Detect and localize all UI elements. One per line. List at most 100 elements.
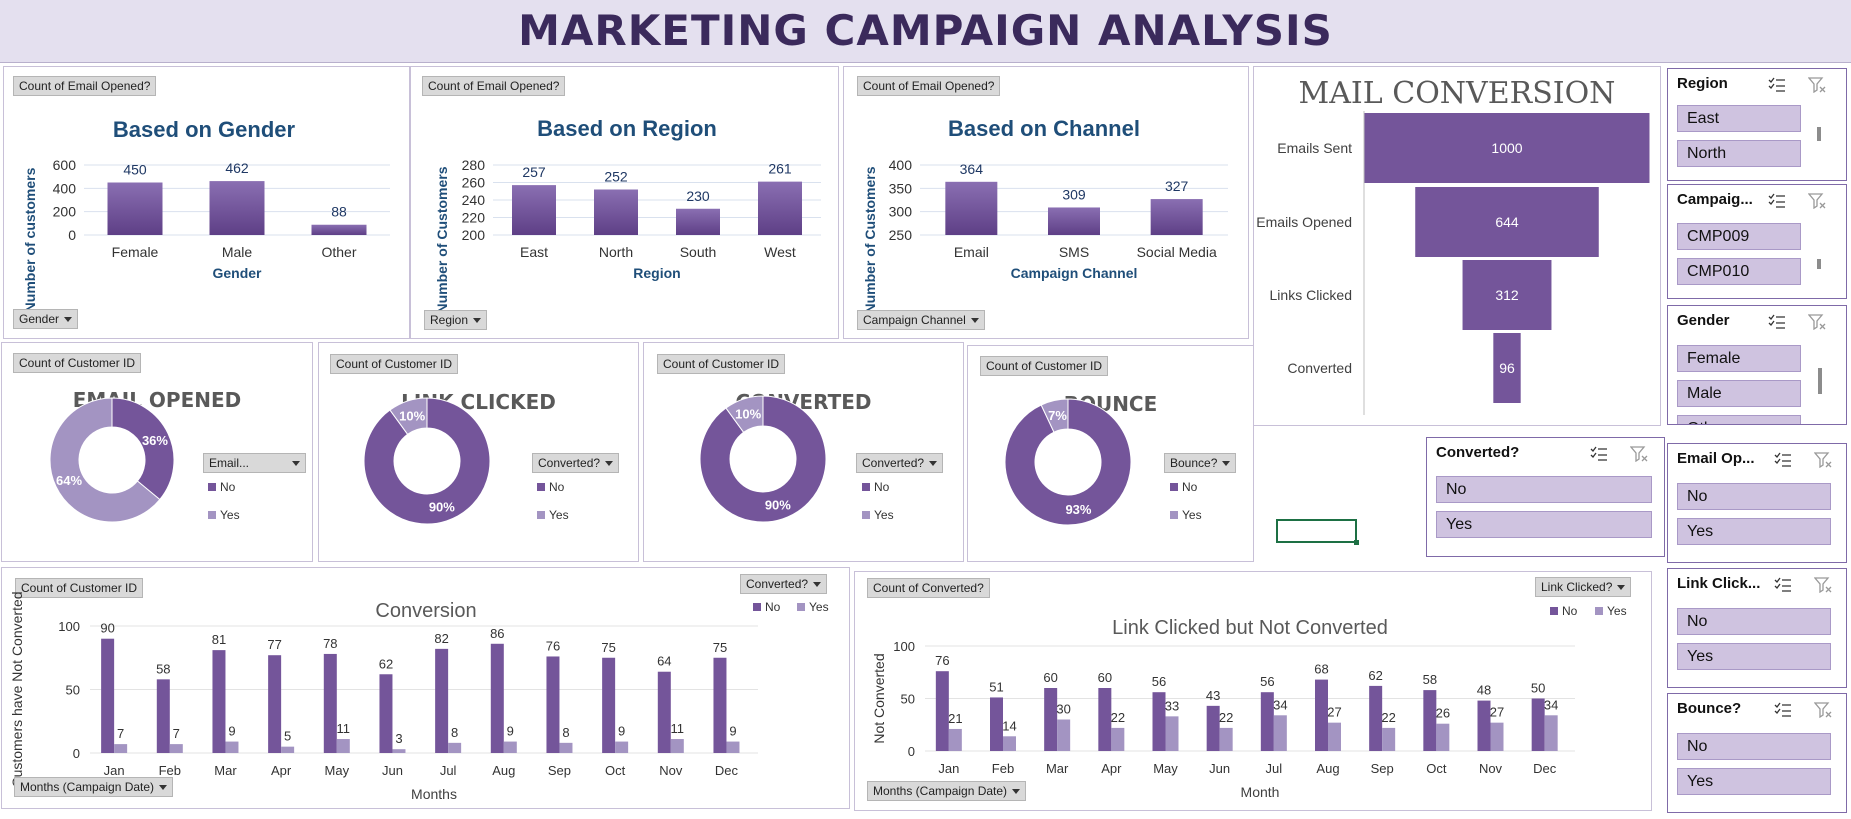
clear-filter-icon[interactable]	[1630, 446, 1648, 462]
x-tick-label: Jun	[382, 763, 403, 778]
link-field-button[interactable]: Count of Converted?	[867, 578, 990, 598]
x-tick-label: Nov	[1479, 761, 1503, 776]
funnel-bar	[1493, 333, 1521, 403]
channel-filter-dropdown[interactable]: Campaign Channel	[857, 310, 985, 330]
x-tick-label: May	[325, 763, 350, 778]
bounce-field-button[interactable]: Count of Customer ID	[980, 356, 1109, 376]
slicer-item[interactable]: Female	[1677, 345, 1801, 372]
slicer-scrollbar[interactable]	[1817, 127, 1821, 141]
bar	[1315, 679, 1328, 751]
region-filter-dropdown[interactable]: Region	[424, 310, 488, 330]
link-not-converted-panel: Count of Converted? Link Clicked? No Yes…	[854, 571, 1652, 811]
gender-filter-dropdown[interactable]: Gender	[13, 309, 79, 329]
multi-select-icon[interactable]	[1768, 77, 1786, 93]
region-field-button[interactable]: Count of Email Opened?	[422, 76, 566, 96]
gender-chart-panel: Count of Email Opened? Based on Gender 0 2…	[3, 66, 410, 339]
multi-select-icon[interactable]	[1774, 702, 1792, 718]
chart-title: Conversion	[375, 600, 476, 622]
bar	[1260, 692, 1274, 751]
y-tick-label: 250	[889, 227, 913, 243]
link-legend-dropdown[interactable]: Link Clicked?	[1535, 577, 1632, 597]
slicer-item[interactable]: No	[1677, 733, 1831, 760]
link-clicked-field-button[interactable]: Count of Customer ID	[330, 354, 459, 374]
email-opened-field-button[interactable]: Count of Customer ID	[13, 353, 142, 373]
clear-filter-icon[interactable]	[1808, 77, 1826, 93]
converted-field-button[interactable]: Count of Customer ID	[657, 354, 786, 374]
slicer-scrollbar[interactable]	[1817, 259, 1821, 269]
x-tick-label: Mar	[214, 763, 237, 778]
clear-filter-icon[interactable]	[1814, 702, 1832, 718]
data-label: 11	[337, 721, 351, 736]
bar	[101, 638, 115, 753]
conversion-legend-dropdown[interactable]: Converted?	[740, 574, 828, 594]
slicer-item[interactable]: No	[1677, 483, 1831, 510]
funnel-bar	[1415, 187, 1599, 257]
slicer-item[interactable]: CMP009	[1677, 223, 1801, 250]
x-tick-label: Sep	[548, 763, 571, 778]
x-tick-label: Jul	[440, 763, 457, 778]
y-tick-label: 50	[66, 683, 80, 698]
link-axis-dropdown[interactable]: Months (Campaign Date)	[867, 781, 1027, 801]
x-tick-label: East	[520, 244, 548, 260]
multi-select-icon[interactable]	[1774, 577, 1792, 593]
bar	[713, 657, 727, 753]
slicer-item[interactable]: Yes	[1436, 511, 1652, 538]
y-axis-label: Number of Customers	[434, 166, 450, 313]
donut-slice	[363, 397, 491, 525]
donut-slice	[699, 395, 827, 523]
x-tick-label: Male	[222, 244, 253, 260]
bar	[1273, 715, 1287, 751]
channel-field-button[interactable]: Count of Email Opened?	[857, 76, 1001, 96]
legend-no: No	[537, 480, 564, 494]
funnel-category-label: Emails Opened	[1256, 214, 1352, 230]
data-label: 60	[1043, 670, 1057, 685]
clear-filter-icon[interactable]	[1814, 577, 1832, 593]
email-opened-dropdown[interactable]: Email...	[203, 453, 306, 473]
y-tick-label: 100	[58, 619, 80, 634]
slicer-item[interactable]: Yes	[1677, 643, 1831, 670]
slicer-item[interactable]: Oth	[1677, 415, 1801, 424]
funnel-chart: 1000 Emails Sent 644 Emails Opened 312 Links …	[1256, 111, 1650, 415]
slicer-item[interactable]: Yes	[1677, 768, 1831, 795]
slicer-item[interactable]: Male	[1677, 380, 1801, 407]
y-tick-label: 200	[53, 204, 77, 220]
x-axis-label: Region	[633, 265, 680, 281]
legend-no: No	[1170, 480, 1197, 494]
data-label: 56	[1260, 674, 1274, 689]
multi-select-icon[interactable]	[1768, 314, 1786, 330]
clear-filter-icon[interactable]	[1808, 314, 1826, 330]
slicer-item[interactable]: Yes	[1677, 518, 1831, 545]
bar	[209, 181, 265, 235]
data-label: 252	[604, 169, 628, 185]
slicer-item[interactable]: CMP010	[1677, 258, 1801, 285]
y-tick-label: 280	[462, 157, 486, 173]
slicer-item[interactable]: North	[1677, 140, 1801, 167]
slicer-item[interactable]: No	[1436, 476, 1652, 503]
multi-select-icon[interactable]	[1774, 452, 1792, 468]
clear-filter-icon[interactable]	[1814, 452, 1832, 468]
slicer-title: Converted?	[1436, 444, 1520, 461]
bounce-dropdown[interactable]: Bounce?	[1164, 453, 1237, 473]
slicer-item[interactable]: No	[1677, 608, 1831, 635]
bar	[392, 749, 406, 753]
multi-select-icon[interactable]	[1590, 446, 1608, 462]
data-label: 76	[935, 653, 949, 668]
x-tick-label: Feb	[159, 763, 181, 778]
x-tick-label: Aug	[492, 763, 515, 778]
data-label: 3	[395, 731, 402, 746]
bar	[948, 728, 962, 751]
multi-select-icon[interactable]	[1768, 193, 1786, 209]
conversion-field-button[interactable]: Count of Customer ID	[15, 578, 144, 598]
slicer-scrollbar[interactable]	[1818, 368, 1822, 394]
conversion-axis-dropdown[interactable]: Months (Campaign Date)	[14, 777, 174, 797]
gender-field-button[interactable]: Count of Email Opened?	[13, 76, 157, 96]
slicer-item[interactable]: East	[1677, 105, 1801, 132]
selected-cell[interactable]	[1276, 519, 1359, 545]
fill-handle[interactable]	[1354, 540, 1359, 545]
converted-dropdown[interactable]: Converted?	[856, 453, 944, 473]
clear-filter-icon[interactable]	[1808, 193, 1826, 209]
data-label: 34	[1273, 697, 1287, 712]
donut-slice	[725, 395, 764, 434]
link-clicked-dropdown[interactable]: Converted?	[532, 453, 620, 473]
